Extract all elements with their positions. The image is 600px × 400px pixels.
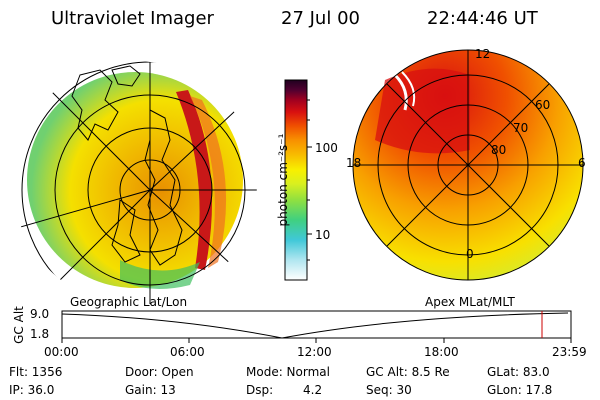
sequence-value: Seq: 30 <box>366 383 412 397</box>
time-label: 22:44:46 UT <box>427 8 538 29</box>
dsp-value: 4.2 <box>303 383 323 397</box>
altitude-x-tick-0600: 06:00 <box>170 345 205 359</box>
colorbar-tick-10: 10 <box>315 228 331 242</box>
left-map-label: Geographic Lat/Lon <box>70 295 188 309</box>
left-aurora-image <box>27 72 243 289</box>
app-title: Ultraviolet Imager <box>51 8 214 29</box>
mlt-label-12: 12 <box>475 47 491 61</box>
coastline-outline <box>71 65 183 266</box>
colorbar-tick-100: 100 <box>315 141 338 155</box>
geo-latitude: GLat: 83.0 <box>487 365 550 379</box>
colorbar-unit-label: photon cm⁻²s⁻¹ <box>276 133 290 227</box>
altitude-y-label: GC Alt <box>12 306 26 344</box>
altitude-x-tick-1800: 18:00 <box>424 345 459 359</box>
dsp-label: Dsp: <box>246 383 274 397</box>
geo-longitude: GLon: 17.8 <box>487 383 553 397</box>
mlt-label-6: 6 <box>578 156 586 170</box>
gain-value: Gain: 13 <box>125 383 176 397</box>
altitude-x-tick-0000: 00:00 <box>44 345 79 359</box>
mlat-label-60: 60 <box>535 98 551 112</box>
door-status: Door: Open <box>125 365 194 379</box>
mlt-label-0: 0 <box>466 247 474 261</box>
altitude-x-tick-1200: 12:00 <box>297 345 332 359</box>
mlat-label-70: 70 <box>513 121 529 135</box>
altitude-curve <box>61 312 569 339</box>
altitude-x-tick-2359: 23:59 <box>552 345 587 359</box>
ip-value: IP: 36.0 <box>9 383 55 397</box>
altitude-x-ticks <box>61 338 572 343</box>
altitude-y-tick-bottom: 1.8 <box>30 327 50 341</box>
mode-value: Mode: Normal <box>246 365 330 379</box>
right-map-label: Apex MLat/MLT <box>425 295 515 309</box>
mlt-label-18: 18 <box>346 156 362 170</box>
altitude-y-tick-top: 9.0 <box>30 307 50 321</box>
right-mlat-grid <box>352 49 584 281</box>
gc-alt-value: GC Alt: 8.5 Re <box>366 365 450 379</box>
colorbar-ticks <box>307 99 312 261</box>
date-label: 27 Jul 00 <box>281 8 360 29</box>
mlat-label-80: 80 <box>491 143 507 157</box>
flight-number: Flt: 1356 <box>9 365 63 379</box>
